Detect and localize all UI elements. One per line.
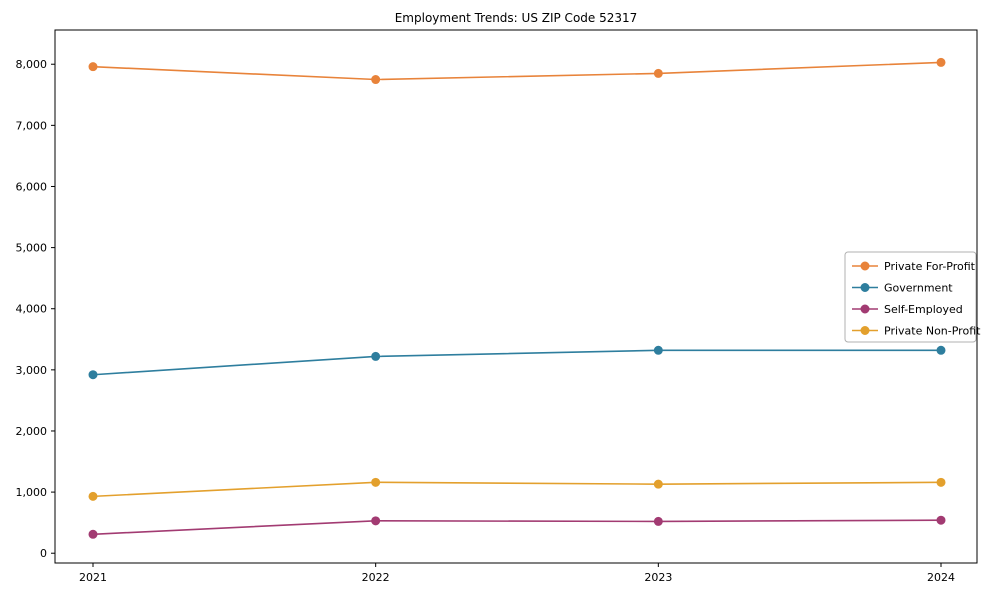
y-tick-label: 7,000 <box>16 119 48 132</box>
data-point-marker <box>371 351 381 361</box>
series-line <box>92 61 942 81</box>
y-tick-label: 6,000 <box>16 180 48 193</box>
x-tick-label: 2024 <box>927 571 955 584</box>
data-point-marker <box>653 345 663 355</box>
data-point-marker <box>936 477 946 487</box>
legend-sample-marker <box>860 283 870 292</box>
data-point-marker <box>371 516 381 526</box>
legend-sample-marker <box>860 326 870 335</box>
x-tick-label: 2021 <box>79 571 107 584</box>
legend-label: Private For-Profit <box>884 260 976 273</box>
legend-label: Private Non-Profit <box>884 325 981 338</box>
series-line <box>92 481 942 498</box>
data-point-marker <box>936 57 946 67</box>
data-point-marker <box>371 477 381 487</box>
legend-sample-marker <box>860 304 870 314</box>
data-point-marker <box>88 491 98 501</box>
data-point-marker <box>936 345 946 355</box>
data-point-marker <box>371 75 381 85</box>
y-tick-label: 2,000 <box>16 425 48 438</box>
y-tick-label: 8,000 <box>16 58 48 71</box>
chart-title: Employment Trends: US ZIP Code 52317 <box>395 11 638 25</box>
data-point-marker <box>88 62 98 72</box>
legend-box <box>844 251 977 343</box>
data-point-marker <box>88 370 98 380</box>
data-point-marker <box>653 68 663 78</box>
legend-label: Government <box>884 282 953 295</box>
series-line <box>92 349 941 376</box>
data-point-marker <box>653 516 663 526</box>
y-tick-label: 5,000 <box>16 242 48 255</box>
y-tick-label: 1,000 <box>16 486 48 499</box>
series-line <box>92 519 942 536</box>
data-point-marker <box>653 479 663 489</box>
data-point-marker <box>88 529 98 539</box>
legend-sample-marker <box>860 261 870 271</box>
data-point-marker <box>936 515 946 525</box>
legend-label: Self-Employed <box>884 303 963 316</box>
x-tick-label: 2022 <box>362 571 390 584</box>
x-tick-label: 2023 <box>644 571 672 584</box>
y-tick-label: 4,000 <box>16 303 48 316</box>
y-tick-label: 0 <box>40 547 47 560</box>
y-tick-label: 3,000 <box>16 364 48 377</box>
plot-frame <box>54 29 978 564</box>
